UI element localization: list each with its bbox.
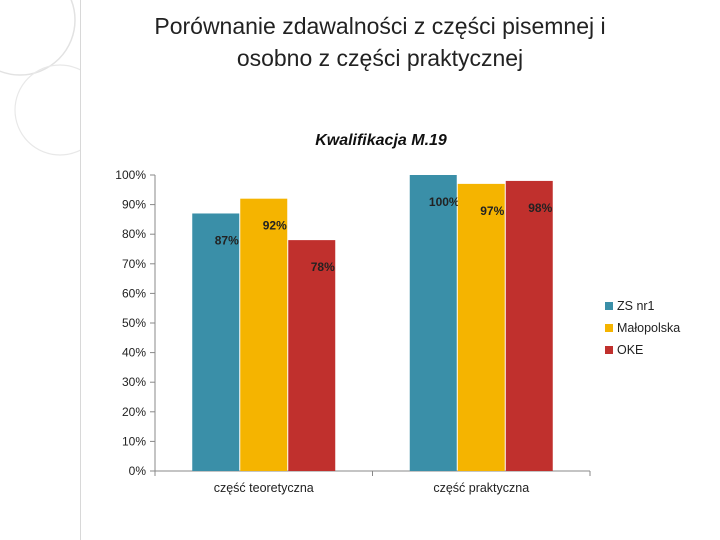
legend-label: ZS nr1 bbox=[617, 299, 655, 313]
slide-left-strip bbox=[0, 0, 81, 540]
bar bbox=[192, 213, 240, 472]
data-label: 100% bbox=[429, 195, 460, 209]
bar bbox=[457, 183, 505, 471]
data-label: 78% bbox=[311, 260, 335, 274]
y-tick-label: 80% bbox=[122, 227, 146, 241]
x-tick-label: część praktyczna bbox=[433, 481, 529, 495]
y-tick-label: 90% bbox=[122, 198, 146, 212]
y-tick-label: 60% bbox=[122, 286, 146, 300]
chart-title: Kwalifikacja M.19 bbox=[315, 132, 447, 149]
chart-legend: ZS nr1 Małopolska OKE bbox=[605, 299, 680, 357]
y-tick-label: 0% bbox=[129, 464, 147, 478]
y-tick-label: 70% bbox=[122, 257, 146, 271]
chart-bars: 87% 92% 78% 100% 97% 98% bbox=[192, 175, 553, 472]
data-label: 98% bbox=[528, 201, 552, 215]
legend-swatch bbox=[605, 346, 613, 354]
slide-title-line-2: osobno z części praktycznej bbox=[236, 45, 524, 71]
y-tick-label: 30% bbox=[122, 375, 146, 389]
y-tick-label: 10% bbox=[122, 434, 146, 448]
bar bbox=[240, 198, 288, 471]
x-tick-label: część teoretyczna bbox=[214, 481, 314, 495]
slide-title: Porównanie zdawalności z części pisemnej… bbox=[100, 10, 660, 74]
bar bbox=[409, 175, 457, 471]
bar bbox=[288, 240, 336, 471]
legend-label: OKE bbox=[617, 343, 643, 357]
deco-circle-2 bbox=[14, 64, 80, 156]
legend-swatch bbox=[605, 302, 613, 310]
legend-swatch bbox=[605, 324, 613, 332]
legend-label: Małopolska bbox=[617, 321, 680, 335]
y-tick-label: 40% bbox=[122, 346, 146, 360]
deco-circle-1 bbox=[0, 0, 76, 76]
data-label: 92% bbox=[263, 219, 287, 233]
y-tick-label: 100% bbox=[115, 168, 146, 182]
data-label: 87% bbox=[215, 233, 239, 247]
y-tick-label: 20% bbox=[122, 405, 146, 419]
decorative-circles bbox=[0, 0, 80, 156]
chart-axes: 0% 10% 20% 30% 40% 50% 60% 70% 80% 90% 100% część t… bbox=[115, 168, 591, 495]
bar bbox=[505, 180, 553, 472]
y-tick-label: 50% bbox=[122, 316, 146, 330]
data-label: 97% bbox=[480, 204, 504, 218]
slide-title-line-1: Porównanie zdawalności z części pisemnej… bbox=[154, 13, 606, 39]
